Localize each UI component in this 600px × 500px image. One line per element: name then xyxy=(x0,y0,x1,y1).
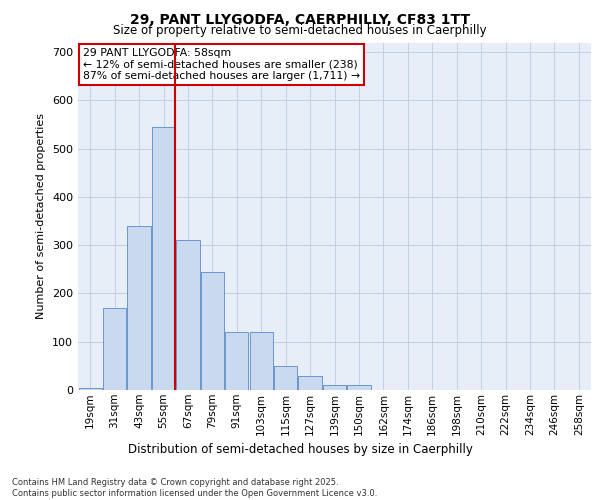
Text: 29, PANT LLYGODFA, CAERPHILLY, CF83 1TT: 29, PANT LLYGODFA, CAERPHILLY, CF83 1TT xyxy=(130,12,470,26)
Bar xyxy=(298,376,322,390)
Bar xyxy=(274,366,297,390)
Bar xyxy=(79,388,102,390)
Bar xyxy=(250,332,273,390)
Bar xyxy=(152,127,175,390)
Bar xyxy=(225,332,248,390)
Text: Contains HM Land Registry data © Crown copyright and database right 2025.
Contai: Contains HM Land Registry data © Crown c… xyxy=(12,478,377,498)
Text: 29 PANT LLYGODFA: 58sqm
← 12% of semi-detached houses are smaller (238)
87% of s: 29 PANT LLYGODFA: 58sqm ← 12% of semi-de… xyxy=(83,48,360,81)
Text: Size of property relative to semi-detached houses in Caerphilly: Size of property relative to semi-detach… xyxy=(113,24,487,37)
Bar xyxy=(201,272,224,390)
Bar xyxy=(323,385,346,390)
Bar xyxy=(127,226,151,390)
Bar xyxy=(347,385,371,390)
Bar xyxy=(176,240,200,390)
Text: Distribution of semi-detached houses by size in Caerphilly: Distribution of semi-detached houses by … xyxy=(128,442,472,456)
Y-axis label: Number of semi-detached properties: Number of semi-detached properties xyxy=(37,114,46,320)
Bar xyxy=(103,308,126,390)
